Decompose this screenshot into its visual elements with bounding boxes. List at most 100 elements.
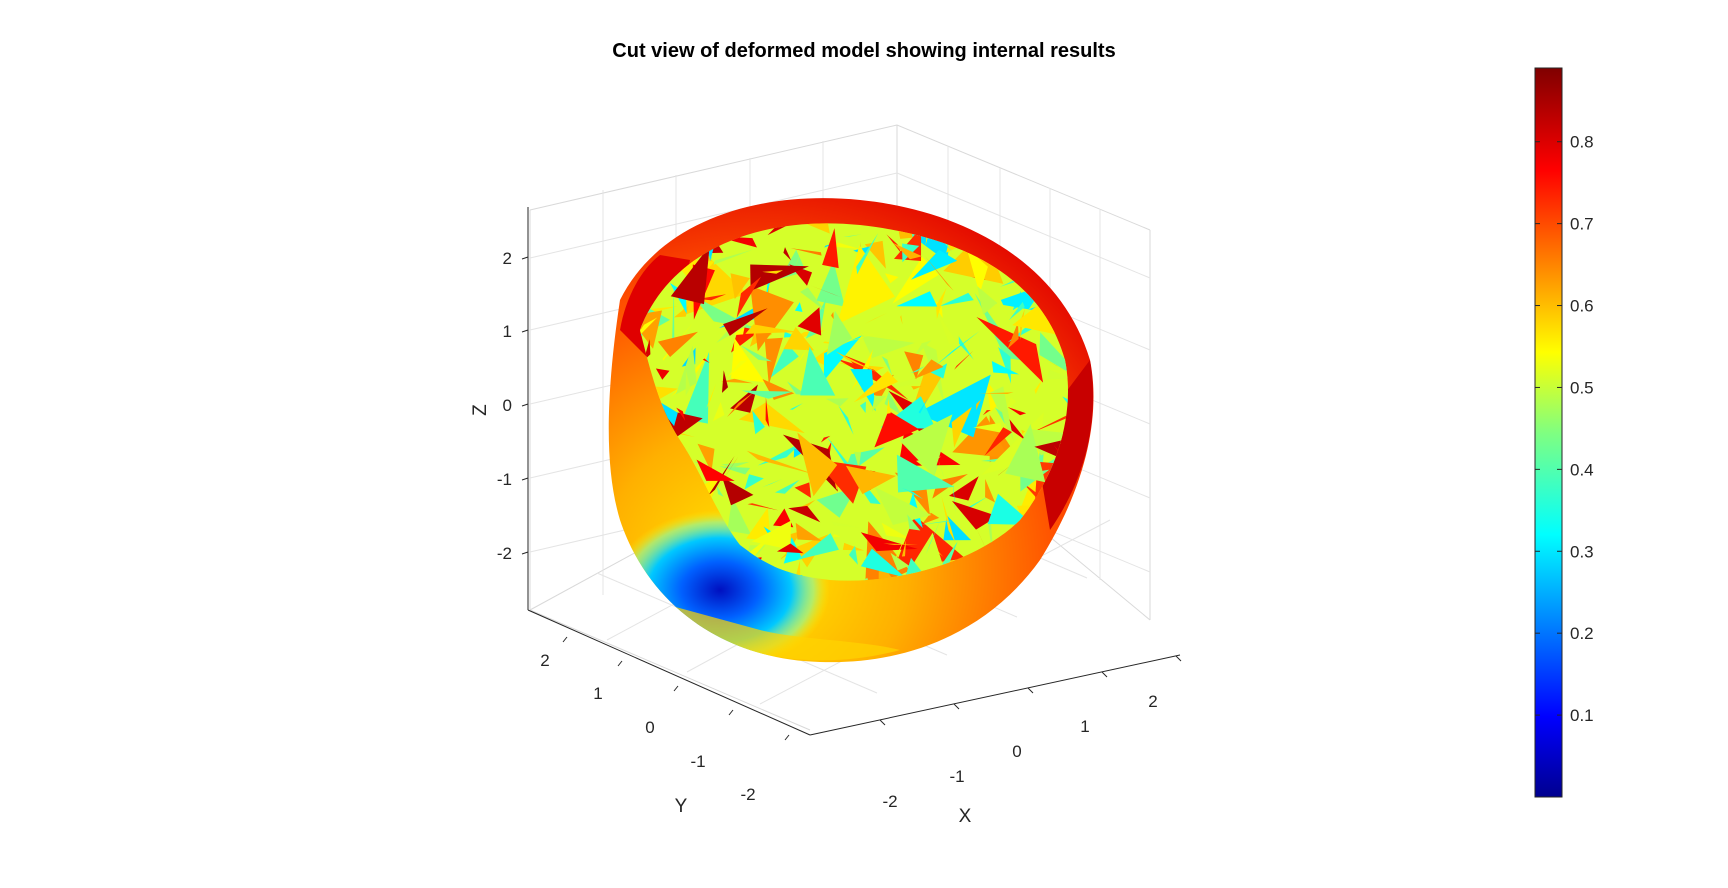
- mesh-shard: [983, 290, 1009, 317]
- mesh-shard: [696, 459, 735, 481]
- mesh-shard: [727, 392, 754, 418]
- mesh-shard: [794, 482, 811, 498]
- mesh-shard: [871, 395, 886, 413]
- mesh-shard: [904, 351, 924, 380]
- mesh-shard: [697, 443, 715, 473]
- mesh-shard: [671, 282, 675, 353]
- mesh-shard: [744, 474, 764, 490]
- mesh-shard: [916, 374, 991, 438]
- mesh-shard: [1005, 424, 1046, 483]
- mesh-shard: [881, 356, 893, 376]
- mesh-shard: [835, 351, 878, 373]
- mesh-shard: [1007, 322, 1019, 349]
- mesh-shard: [775, 479, 800, 494]
- mesh-shard: [936, 287, 947, 319]
- mesh-shard: [939, 292, 974, 307]
- y-tick-label: 1: [593, 684, 602, 703]
- mesh-shard: [874, 486, 932, 525]
- mesh-shard: [797, 348, 808, 366]
- mesh-shard: [984, 427, 1012, 456]
- mesh-shard: [745, 295, 760, 299]
- mesh-shard: [888, 390, 932, 448]
- mesh-shard: [832, 534, 841, 537]
- mesh-shard: [673, 305, 689, 318]
- mesh-shard: [854, 451, 861, 469]
- x-tick-label: 2: [1148, 692, 1157, 711]
- mesh-shard: [762, 379, 795, 400]
- mesh-shard: [935, 309, 957, 345]
- mesh-shard: [860, 532, 918, 552]
- mesh-shard: [1031, 258, 1056, 266]
- mesh-shard: [930, 363, 948, 379]
- mesh-shard: [853, 371, 898, 403]
- axes: 2 1 0 -1 -2 Z 2 1 0 -1 -2 Y -2 -1 0 1: [470, 207, 1182, 827]
- mesh-shard: [998, 346, 1011, 384]
- mesh-shard: [896, 531, 908, 559]
- mesh-shard: [723, 308, 768, 336]
- mesh-shard: [896, 454, 955, 493]
- mesh-shard: [651, 306, 678, 313]
- mesh-shard: [762, 479, 782, 488]
- colorbar-gradient: [1534, 67, 1563, 798]
- mesh-shard: [783, 247, 792, 261]
- y-tick-label: -2: [740, 785, 755, 804]
- mesh-shard: [797, 432, 838, 497]
- mesh-shard: [797, 533, 839, 560]
- mesh-shard: [885, 273, 899, 284]
- mesh-shard: [914, 359, 944, 379]
- mesh-shard: [745, 324, 799, 334]
- mesh-shard: [765, 397, 770, 428]
- mesh-shard: [901, 487, 924, 500]
- mesh-shard: [976, 399, 982, 411]
- mesh-shard: [757, 442, 803, 466]
- mesh-shard: [794, 241, 805, 271]
- mesh-shard: [1036, 218, 1083, 221]
- mesh-shard: [831, 311, 834, 320]
- mesh-shard: [952, 501, 998, 530]
- mesh-shard: [1002, 226, 1008, 242]
- mesh-shard: [951, 406, 972, 448]
- mesh-shard: [825, 398, 849, 407]
- mesh-shard: [706, 383, 716, 409]
- mesh-shard: [916, 520, 952, 526]
- mesh-shard: [1052, 555, 1068, 578]
- mesh-shard: [810, 285, 841, 298]
- mesh-shard: [790, 248, 822, 256]
- mesh-shard: [823, 335, 862, 381]
- mesh-shard: [838, 405, 854, 435]
- mesh-shard: [943, 515, 972, 541]
- mesh-shard: [731, 338, 765, 383]
- mesh-shard: [995, 407, 1005, 425]
- mesh-shard: [924, 256, 954, 291]
- mesh-shard: [845, 465, 897, 495]
- mesh-shard: [816, 260, 845, 307]
- mesh-shard: [978, 392, 1014, 394]
- mesh-shard: [991, 361, 1019, 375]
- mesh-shard: [1061, 239, 1068, 250]
- mesh-shard: [856, 233, 879, 275]
- mesh-shard: [1042, 559, 1066, 581]
- z-axis-label: Z: [470, 404, 491, 416]
- mesh-shard: [697, 294, 727, 301]
- mesh-shard: [640, 317, 658, 344]
- mesh-shard: [890, 552, 910, 571]
- mesh-shard: [789, 403, 803, 410]
- mesh-shard: [900, 315, 903, 325]
- mesh-shard: [750, 285, 794, 352]
- mesh-shard: [722, 370, 728, 393]
- z-tick-m1: [521, 477, 529, 481]
- mesh-shard: [769, 343, 799, 379]
- mesh-shard: [1013, 223, 1046, 254]
- mesh-shard: [911, 386, 922, 390]
- mesh-shard: [1009, 301, 1025, 320]
- mesh-shard: [800, 346, 836, 396]
- mesh-shard: [848, 545, 858, 565]
- mesh-shard: [941, 495, 956, 543]
- mesh-shard: [800, 287, 825, 311]
- x-tick-label: 0: [1012, 742, 1021, 761]
- mesh-shard: [837, 245, 895, 325]
- mesh-shard: [893, 243, 923, 260]
- mesh-shard: [841, 333, 875, 344]
- mesh-shard: [966, 247, 988, 294]
